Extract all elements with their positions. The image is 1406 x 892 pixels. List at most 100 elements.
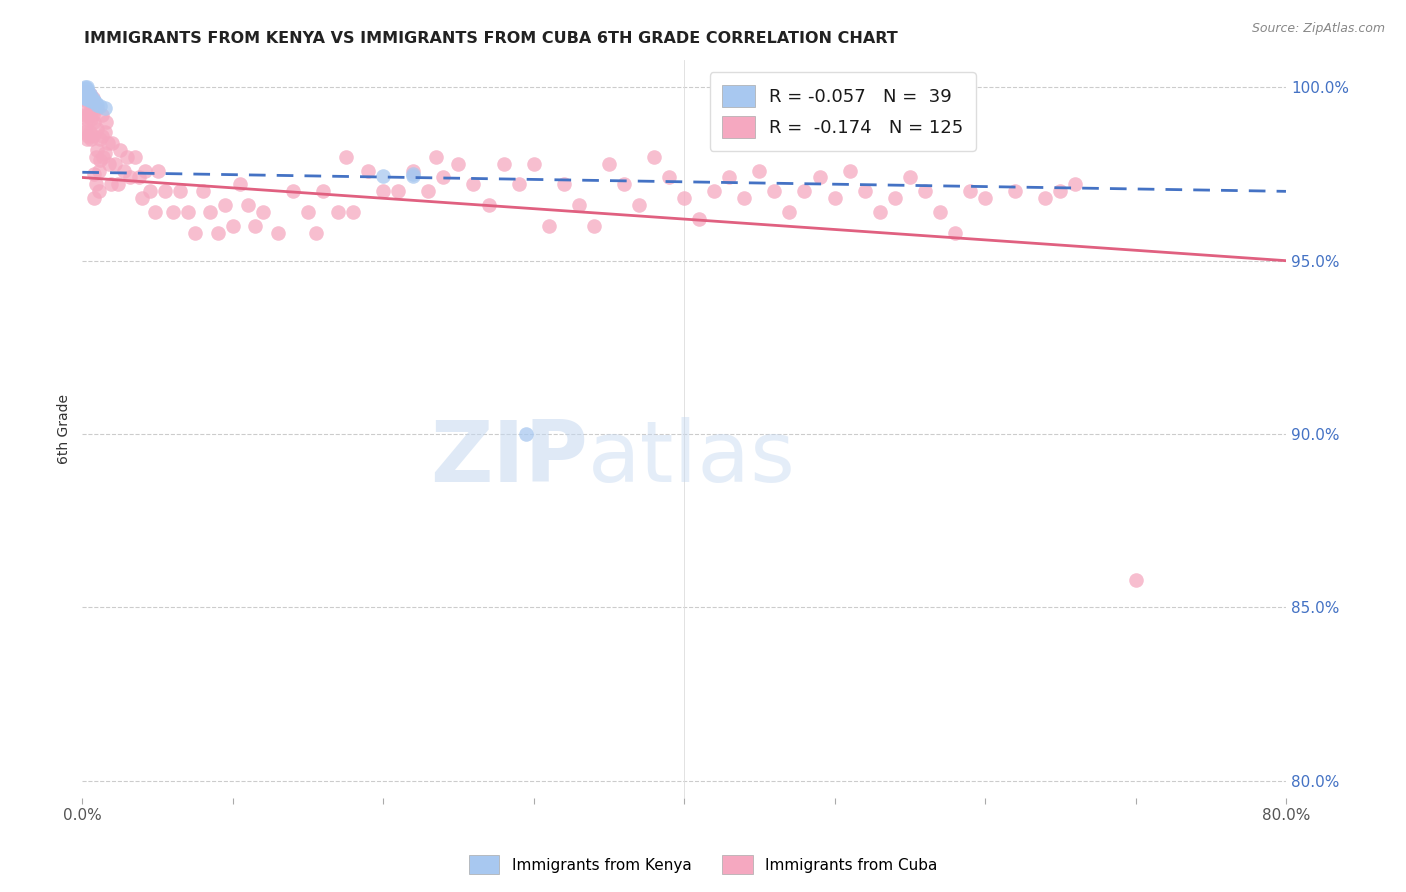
Point bbox=[77, 91, 100, 105]
Point bbox=[76, 112, 98, 126]
Point bbox=[76, 132, 98, 146]
Point bbox=[627, 198, 650, 212]
Point bbox=[75, 122, 97, 136]
Point bbox=[75, 80, 97, 95]
Point bbox=[402, 167, 425, 181]
Point bbox=[79, 91, 101, 105]
Point bbox=[688, 212, 710, 227]
Point bbox=[77, 91, 100, 105]
Text: Source: ZipAtlas.com: Source: ZipAtlas.com bbox=[1251, 22, 1385, 36]
Point bbox=[598, 156, 620, 170]
Point bbox=[838, 163, 860, 178]
Point bbox=[613, 178, 636, 192]
Point bbox=[83, 115, 105, 129]
Point bbox=[373, 185, 395, 199]
Point bbox=[402, 163, 425, 178]
Point bbox=[89, 132, 111, 146]
Point bbox=[326, 205, 349, 219]
Point bbox=[1064, 178, 1087, 192]
Point bbox=[96, 115, 118, 129]
Point bbox=[281, 185, 304, 199]
Point bbox=[79, 87, 101, 102]
Point bbox=[1049, 185, 1071, 199]
Point bbox=[86, 97, 108, 112]
Point bbox=[73, 125, 96, 139]
Point bbox=[207, 226, 229, 240]
Point bbox=[883, 191, 905, 205]
Point bbox=[79, 89, 101, 103]
Point bbox=[73, 86, 96, 100]
Point bbox=[75, 91, 97, 105]
Point bbox=[80, 132, 103, 146]
Point bbox=[176, 205, 198, 219]
Point bbox=[73, 82, 96, 96]
Point bbox=[82, 91, 104, 105]
Point bbox=[97, 136, 120, 150]
Point bbox=[89, 153, 111, 168]
Point bbox=[83, 167, 105, 181]
Point bbox=[77, 87, 100, 102]
Point bbox=[76, 93, 98, 107]
Point bbox=[139, 185, 162, 199]
Point bbox=[82, 108, 104, 122]
Point bbox=[128, 170, 150, 185]
Point bbox=[853, 185, 876, 199]
Point bbox=[75, 84, 97, 98]
Point bbox=[79, 104, 101, 119]
Point bbox=[77, 89, 100, 103]
Point bbox=[778, 205, 800, 219]
Point bbox=[304, 226, 326, 240]
Point bbox=[101, 136, 124, 150]
Point bbox=[703, 185, 725, 199]
Point bbox=[267, 226, 290, 240]
Point bbox=[793, 185, 815, 199]
Text: ZIP: ZIP bbox=[430, 417, 588, 500]
Point bbox=[73, 84, 96, 98]
Point bbox=[214, 198, 236, 212]
Point bbox=[80, 94, 103, 108]
Point bbox=[425, 150, 447, 164]
Point bbox=[75, 89, 97, 103]
Point bbox=[914, 185, 936, 199]
Point bbox=[76, 82, 98, 96]
Point bbox=[537, 219, 560, 233]
Point bbox=[76, 89, 98, 103]
Point bbox=[82, 94, 104, 108]
Point bbox=[84, 95, 107, 110]
Point bbox=[1033, 191, 1056, 205]
Point bbox=[76, 80, 98, 95]
Point bbox=[117, 150, 139, 164]
Point bbox=[236, 198, 259, 212]
Point bbox=[869, 205, 891, 219]
Point bbox=[824, 191, 846, 205]
Point bbox=[252, 205, 274, 219]
Point bbox=[658, 170, 681, 185]
Point bbox=[418, 185, 440, 199]
Point bbox=[335, 150, 357, 164]
Point bbox=[77, 108, 100, 122]
Point bbox=[100, 178, 122, 192]
Text: atlas: atlas bbox=[588, 417, 796, 500]
Point bbox=[86, 143, 108, 157]
Point bbox=[86, 101, 108, 115]
Point bbox=[974, 191, 997, 205]
Point bbox=[131, 191, 153, 205]
Point bbox=[94, 146, 117, 161]
Point bbox=[198, 205, 221, 219]
Point bbox=[748, 163, 770, 178]
Point bbox=[515, 427, 537, 442]
Point bbox=[673, 191, 696, 205]
Point bbox=[83, 94, 105, 108]
Point bbox=[80, 94, 103, 108]
Point bbox=[508, 178, 530, 192]
Legend: R = -0.057   N =  39, R =  -0.174   N = 125: R = -0.057 N = 39, R = -0.174 N = 125 bbox=[710, 72, 976, 151]
Point bbox=[387, 185, 409, 199]
Point bbox=[312, 185, 335, 199]
Point bbox=[492, 156, 515, 170]
Point bbox=[104, 156, 127, 170]
Point bbox=[77, 93, 100, 107]
Point bbox=[73, 108, 96, 122]
Point bbox=[943, 226, 966, 240]
Point bbox=[191, 185, 214, 199]
Point bbox=[245, 219, 267, 233]
